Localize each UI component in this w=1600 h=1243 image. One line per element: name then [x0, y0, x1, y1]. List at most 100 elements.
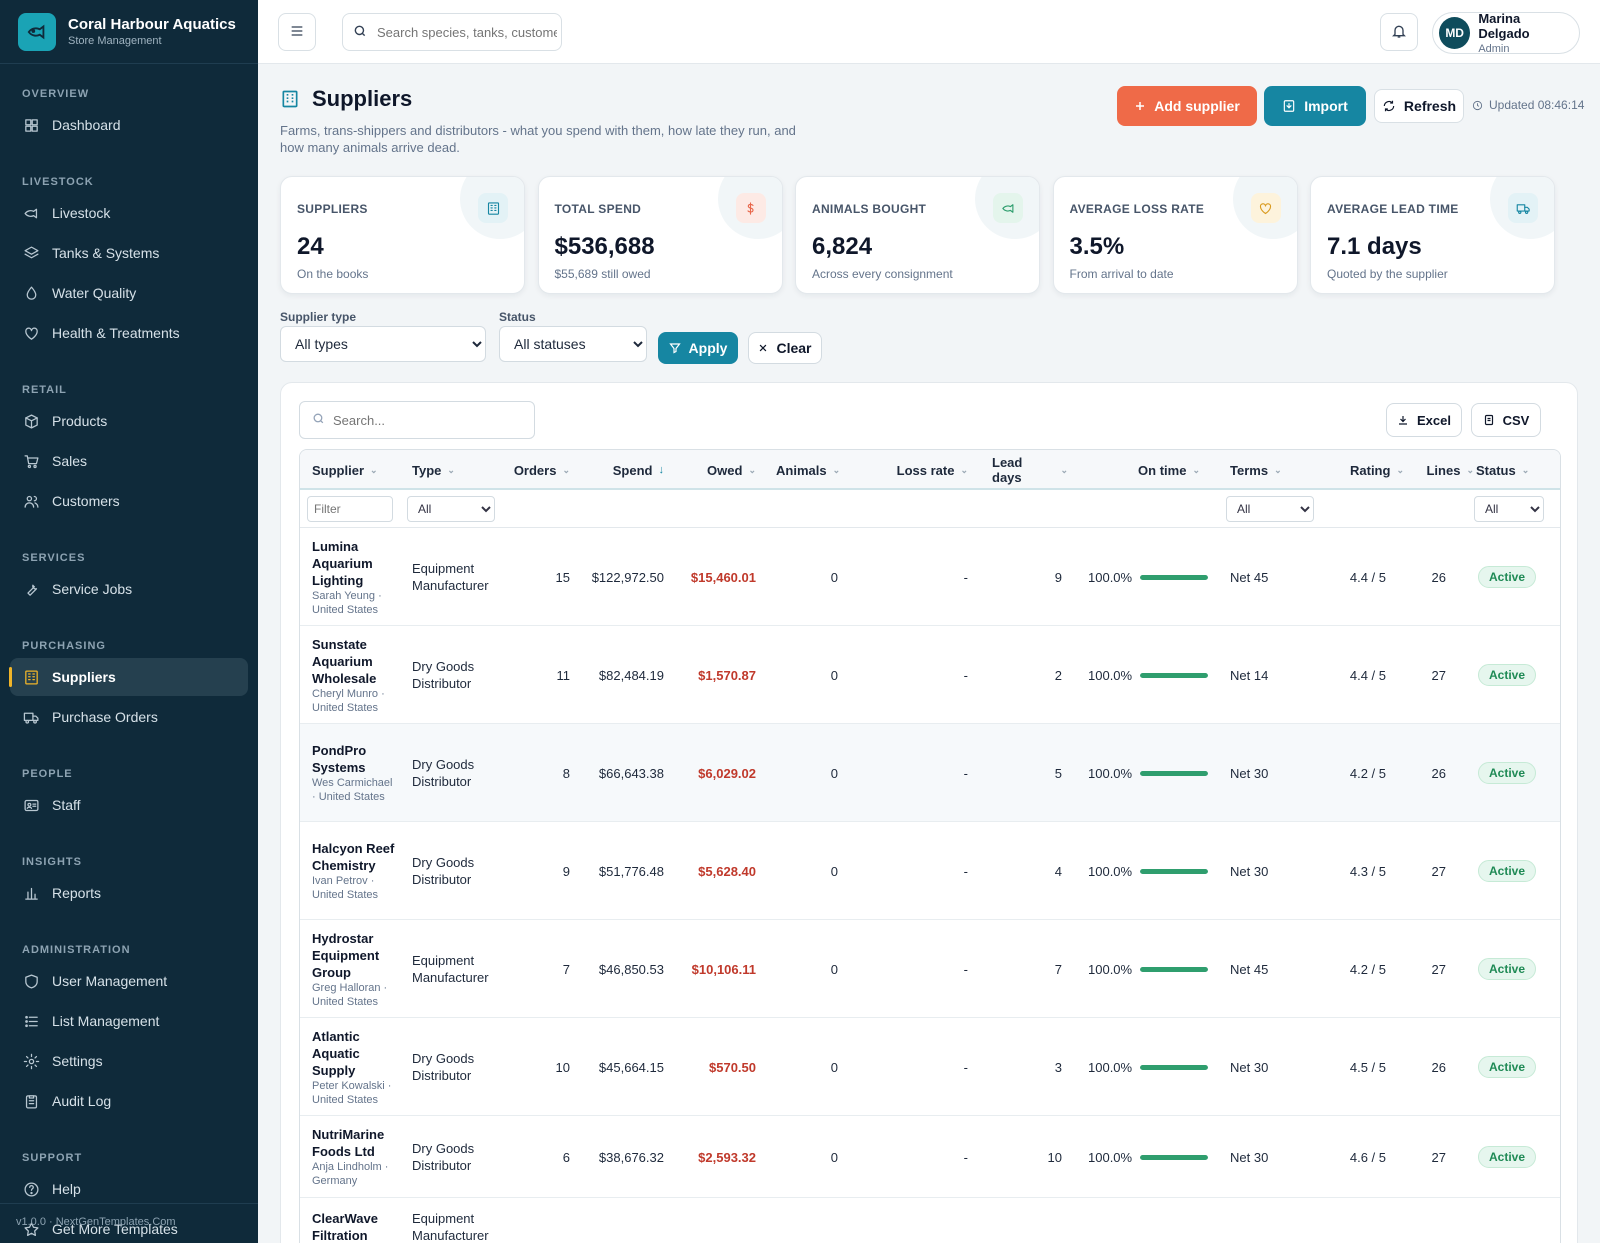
supplier-name[interactable]: Sunstate Aquarium Wholesale — [312, 636, 377, 686]
table-row[interactable]: PondPro Systems Wes Carmichael · United S… — [300, 724, 1560, 822]
cell-loss: - — [963, 961, 968, 977]
table-row[interactable]: Atlantic Aquatic Supply Peter Kowalski · … — [300, 1018, 1560, 1116]
sidebar-item-label: Health & Treatments — [52, 325, 180, 341]
export-csv-button[interactable]: CSV — [1471, 403, 1541, 437]
add-supplier-button[interactable]: Add supplier — [1117, 86, 1257, 126]
sidebar-item-tanks-systems[interactable]: Tanks & Systems — [10, 234, 248, 272]
supplier-type: Equipment Manufacturer — [412, 1211, 489, 1243]
supplier-type-select[interactable]: All types — [280, 326, 486, 362]
supplier-name[interactable]: Lumina Aquarium Lighting — [312, 538, 373, 588]
sidebar-item-sales[interactable]: Sales — [10, 442, 248, 480]
layers-icon — [22, 244, 40, 262]
apply-button[interactable]: Apply — [658, 332, 738, 364]
status-filter-select[interactable]: All — [1474, 496, 1544, 522]
terms-filter-select[interactable]: All — [1226, 496, 1314, 522]
table-search[interactable] — [299, 401, 535, 439]
sidebar-item-get-more-templates[interactable]: Get More Templates — [10, 1210, 248, 1243]
sidebar-item-help[interactable]: Help — [10, 1170, 248, 1208]
sidebar-item-user-management[interactable]: User Management — [10, 962, 248, 1000]
notifications-button[interactable] — [1380, 13, 1418, 51]
cell-lines: 27 — [1431, 961, 1446, 977]
sidebar-item-livestock[interactable]: Livestock — [10, 194, 248, 232]
droplet-icon — [22, 284, 40, 302]
fish-icon — [22, 204, 40, 222]
table-row[interactable]: Sunstate Aquarium Wholesale Cheryl Munro … — [300, 626, 1560, 724]
supplier-contact: Greg Halloran · United States — [312, 981, 388, 1008]
refresh-label: Refresh — [1403, 98, 1457, 114]
cell-spend: $82,484.19 — [598, 667, 664, 683]
supplier-name[interactable]: NutriMarine Foods Ltd — [312, 1127, 385, 1159]
bell-icon — [1391, 23, 1407, 42]
sidebar-item-list-management[interactable]: List Management — [10, 1002, 248, 1040]
brand[interactable]: Coral Harbour Aquatics Store Management — [0, 0, 258, 64]
column-header-supplier[interactable]: Supplier ⌄ — [312, 450, 398, 490]
sidebar-item-suppliers[interactable]: Suppliers — [9, 658, 248, 696]
stat-label: AVERAGE LEAD TIME — [1327, 202, 1459, 216]
sidebar-item-customers[interactable]: Customers — [10, 482, 248, 520]
on-time-value: 100.0% — [1088, 1059, 1133, 1075]
cell-status: Active — [1478, 626, 1537, 724]
import-button[interactable]: Import — [1264, 86, 1366, 126]
sidebar-item-dashboard[interactable]: Dashboard — [10, 106, 248, 144]
export-excel-button[interactable]: Excel — [1386, 403, 1462, 437]
type-filter-select[interactable]: All — [407, 496, 495, 522]
table-row[interactable]: NutriMarine Foods Ltd Anja Lindholm · Ger… — [300, 1116, 1560, 1198]
column-header-type[interactable]: Type ⌄ — [412, 450, 502, 490]
truck-icon — [1508, 193, 1538, 223]
user-menu[interactable]: MD Marina Delgado Admin — [1432, 11, 1580, 55]
stat-label: TOTAL SPEND — [554, 202, 642, 216]
supplier-filter-input[interactable] — [307, 496, 393, 522]
global-search-input[interactable] — [377, 24, 557, 40]
heart-icon — [22, 324, 40, 342]
refresh-button[interactable]: Refresh — [1374, 89, 1464, 123]
cell-orders: 11 — [556, 667, 571, 683]
sidebar-item-purchase-orders[interactable]: Purchase Orders — [10, 698, 248, 736]
column-header-status[interactable]: Status ⌄ — [1476, 450, 1556, 490]
column-header-label: Animals — [776, 462, 827, 478]
column-header-loss-rate[interactable]: Loss rate ⌄ — [880, 450, 968, 490]
supplier-name[interactable]: PondPro Systems — [312, 743, 367, 775]
menu-toggle-button[interactable] — [278, 13, 316, 51]
supplier-type: Equipment Manufacturer — [412, 953, 489, 985]
column-header-spend[interactable]: Spend ↓ — [582, 450, 664, 490]
sidebar-item-reports[interactable]: Reports — [10, 874, 248, 912]
clear-button[interactable]: Clear — [748, 332, 822, 364]
table-row[interactable]: Lumina Aquarium Lighting Sarah Yeung · Un… — [300, 528, 1560, 626]
global-search[interactable] — [342, 13, 562, 51]
sidebar-item-settings[interactable]: Settings — [10, 1042, 248, 1080]
building-icon — [478, 193, 508, 223]
sidebar-item-staff[interactable]: Staff — [10, 786, 248, 824]
sidebar-item-products[interactable]: Products — [10, 402, 248, 440]
status-select[interactable]: All statuses — [499, 326, 647, 362]
column-header-lines[interactable]: Lines ⌄ — [1418, 450, 1474, 490]
table-search-input[interactable] — [333, 412, 523, 428]
column-header-owed[interactable]: Owed ⌄ — [676, 450, 756, 490]
column-header-orders[interactable]: Orders ⌄ — [514, 450, 570, 490]
sidebar-item-water-quality[interactable]: Water Quality — [10, 274, 248, 312]
sidebar-item-label: Suppliers — [52, 669, 116, 685]
sidebar-item-health-treatments[interactable]: Health & Treatments — [10, 314, 248, 352]
search-icon — [353, 24, 367, 41]
column-header-lead-days[interactable]: Lead days ⌄ — [992, 450, 1068, 490]
supplier-name[interactable]: Halcyon Reef Chemistry — [312, 841, 395, 873]
cell-orders: 15 — [555, 569, 570, 585]
supplier-name[interactable]: Atlantic Aquatic Supply — [312, 1028, 360, 1078]
column-header-rating[interactable]: Rating ⌄ — [1328, 450, 1404, 490]
fish-logo-icon — [18, 12, 56, 51]
table-row[interactable]: Hydrostar Equipment Group Greg Halloran ·… — [300, 920, 1560, 1018]
brand-subtitle: Store Management — [68, 35, 162, 47]
on-time-value: 100.0% — [1088, 765, 1133, 781]
column-header-on-time[interactable]: On time ⌄ — [1118, 450, 1200, 490]
column-header-label: Lead days — [992, 455, 1023, 485]
table-row[interactable]: ClearWave Filtration Equipment Manufactur… — [300, 1198, 1560, 1243]
supplier-name[interactable]: Hydrostar Equipment Group — [312, 930, 380, 980]
column-header-label: Type — [412, 462, 442, 478]
column-header-animals[interactable]: Animals ⌄ — [776, 450, 844, 490]
table-row[interactable]: Halcyon Reef Chemistry Ivan Petrov · Unit… — [300, 822, 1560, 920]
supplier-name[interactable]: ClearWave Filtration — [312, 1211, 378, 1243]
sidebar-item-audit-log[interactable]: Audit Log — [10, 1082, 248, 1120]
wrench-icon — [22, 580, 40, 598]
cell-terms: Net 30 — [1230, 863, 1269, 879]
column-header-terms[interactable]: Terms ⌄ — [1230, 450, 1300, 490]
sidebar-item-service-jobs[interactable]: Service Jobs — [10, 570, 248, 608]
